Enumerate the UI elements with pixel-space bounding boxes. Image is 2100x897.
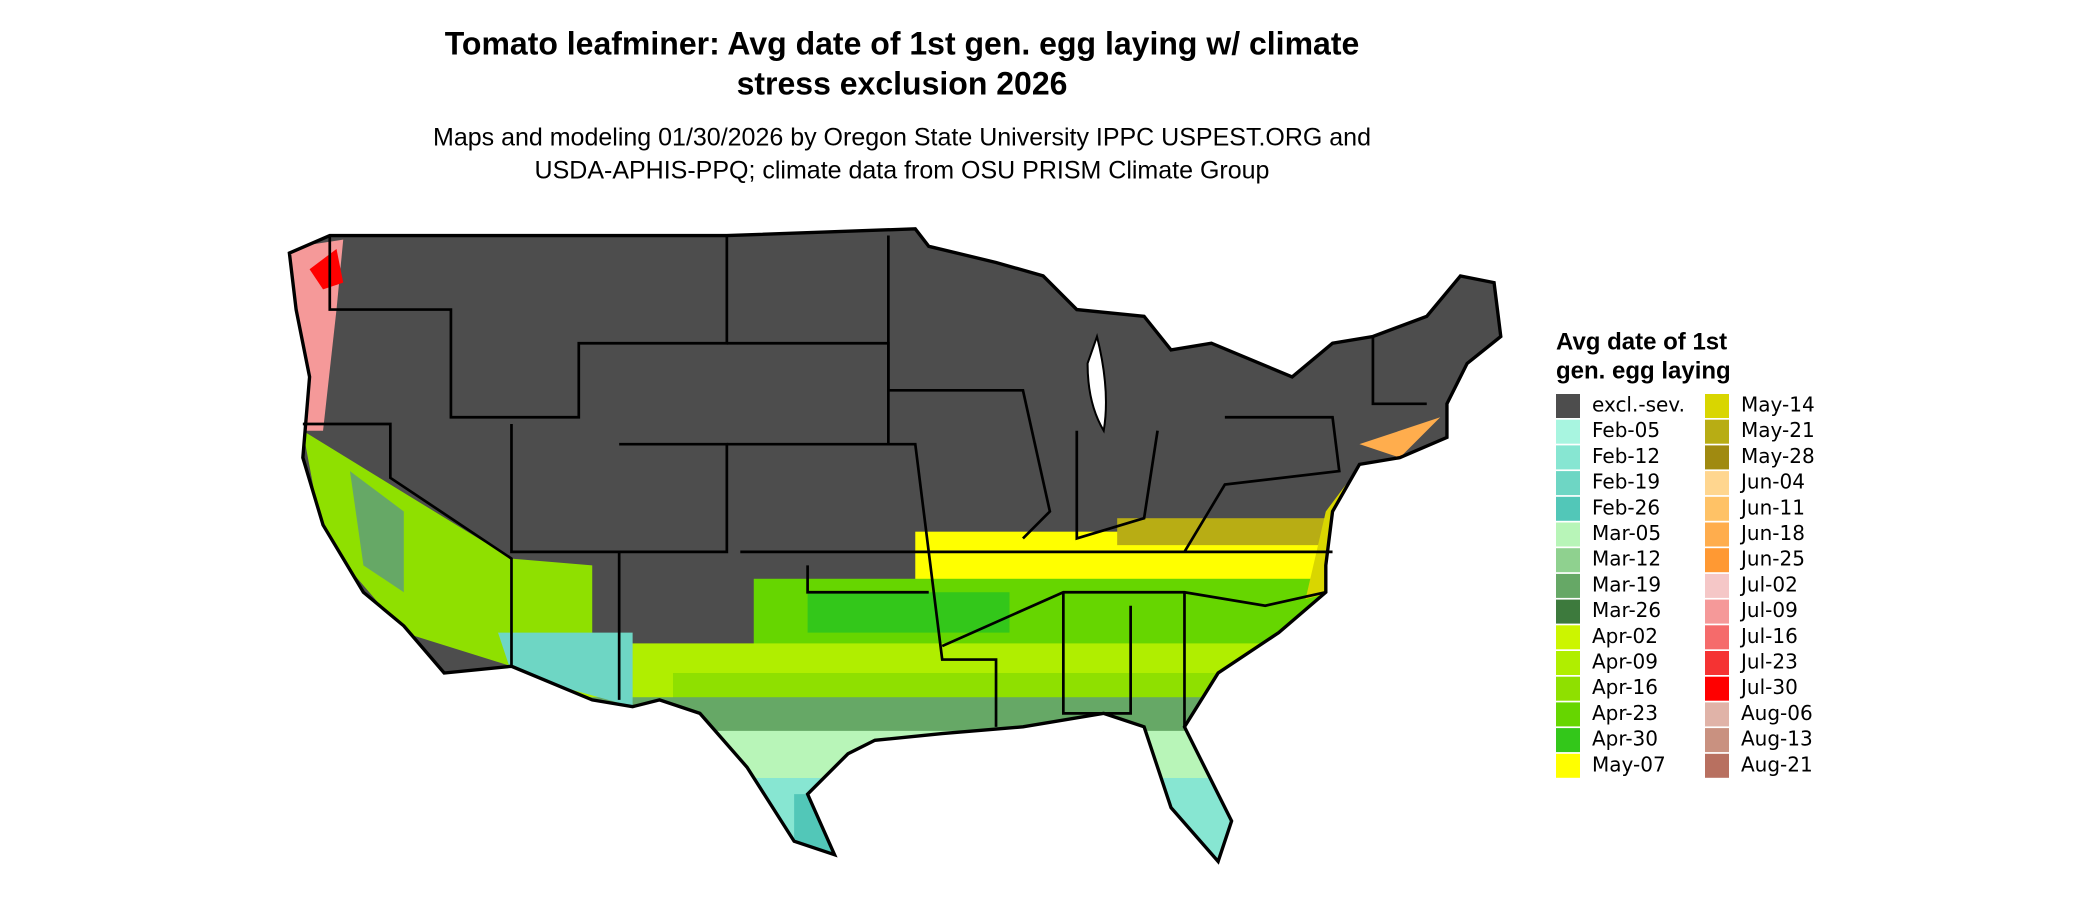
legend-label: Apr-23 — [1592, 701, 1658, 725]
legend-label: Mar-12 — [1592, 547, 1661, 571]
legend-label: Mar-05 — [1592, 521, 1661, 545]
legend-label: Apr-09 — [1592, 650, 1658, 674]
legend-label: Jul-09 — [1739, 598, 1798, 622]
legend-label: Jun-18 — [1739, 521, 1805, 545]
legend-label: Feb-26 — [1592, 495, 1660, 519]
legend-label: excl.-sev. — [1592, 393, 1685, 417]
legend-label: Mar-19 — [1592, 572, 1661, 596]
legend-label: May-07 — [1592, 752, 1666, 776]
legend-label: Aug-21 — [1741, 752, 1813, 776]
legend-label: Apr-30 — [1592, 727, 1658, 751]
legend-label: Jul-23 — [1739, 650, 1798, 674]
legend-label: Jun-25 — [1739, 547, 1805, 571]
legend-label: May-21 — [1741, 418, 1815, 442]
legend-label: Apr-16 — [1592, 675, 1658, 699]
legend-label: Jun-04 — [1739, 470, 1805, 494]
title-line: stress exclusion 2026 — [737, 65, 1068, 101]
legend-swatch — [1556, 496, 1580, 521]
legend-swatch — [1705, 599, 1729, 624]
legend-swatch — [1705, 676, 1729, 701]
legend-label: Jul-02 — [1739, 572, 1798, 596]
title-line: Tomato leafminer: Avg date of 1st gen. e… — [445, 25, 1360, 61]
legend-swatch — [1705, 753, 1729, 778]
legend-swatch — [1556, 471, 1580, 496]
legend-swatch — [1705, 445, 1729, 470]
legend-swatch — [1705, 702, 1729, 727]
legend-swatch — [1705, 496, 1729, 521]
legend-swatch — [1705, 548, 1729, 573]
legend-label: Jun-11 — [1739, 495, 1805, 519]
legend-swatch — [1556, 445, 1580, 470]
legend-swatch — [1556, 419, 1580, 444]
legend-swatch — [1705, 471, 1729, 496]
legend-swatch — [1556, 625, 1580, 650]
legend-swatch — [1556, 753, 1580, 778]
legend-label: Feb-19 — [1592, 470, 1660, 494]
legend-label: May-28 — [1741, 444, 1815, 468]
legend-swatch — [1556, 522, 1580, 547]
legend-swatch — [1556, 651, 1580, 675]
map — [287, 227, 1503, 865]
legend-title: Avg date of 1st — [1556, 328, 1727, 355]
legend-label: Jul-30 — [1739, 675, 1798, 699]
legend: excl.-sev.Feb-05Feb-12Feb-19Feb-26Mar-05… — [1556, 393, 1815, 778]
legend-swatch — [1705, 651, 1729, 675]
legend-swatch — [1556, 548, 1580, 573]
legend-swatch — [1705, 573, 1729, 598]
legend-swatch — [1705, 522, 1729, 547]
legend-swatch — [1556, 599, 1580, 624]
legend-label: Mar-26 — [1592, 598, 1661, 622]
legend-swatch — [1705, 394, 1729, 418]
legend-label: May-14 — [1741, 393, 1815, 417]
legend-label: Aug-13 — [1741, 727, 1813, 751]
legend-swatch — [1556, 394, 1580, 418]
legend-swatch — [1556, 702, 1580, 727]
subtitle-line: Maps and modeling 01/30/2026 by Oregon S… — [433, 124, 1371, 152]
legend-swatch — [1705, 625, 1729, 650]
legend-swatch — [1556, 728, 1580, 753]
legend-swatch — [1705, 728, 1729, 753]
legend-swatch — [1556, 573, 1580, 598]
legend-swatch — [1556, 676, 1580, 701]
legend-label: Feb-12 — [1592, 444, 1660, 468]
subtitle-line: USDA-APHIS-PPQ; climate data from OSU PR… — [535, 157, 1270, 185]
legend-label: Feb-05 — [1592, 418, 1660, 442]
legend-label: Apr-02 — [1592, 624, 1658, 648]
legend-label: Jul-16 — [1739, 624, 1798, 648]
legend-label: Aug-06 — [1741, 701, 1813, 725]
legend-title: gen. egg laying — [1556, 357, 1731, 384]
legend-swatch — [1705, 419, 1729, 444]
